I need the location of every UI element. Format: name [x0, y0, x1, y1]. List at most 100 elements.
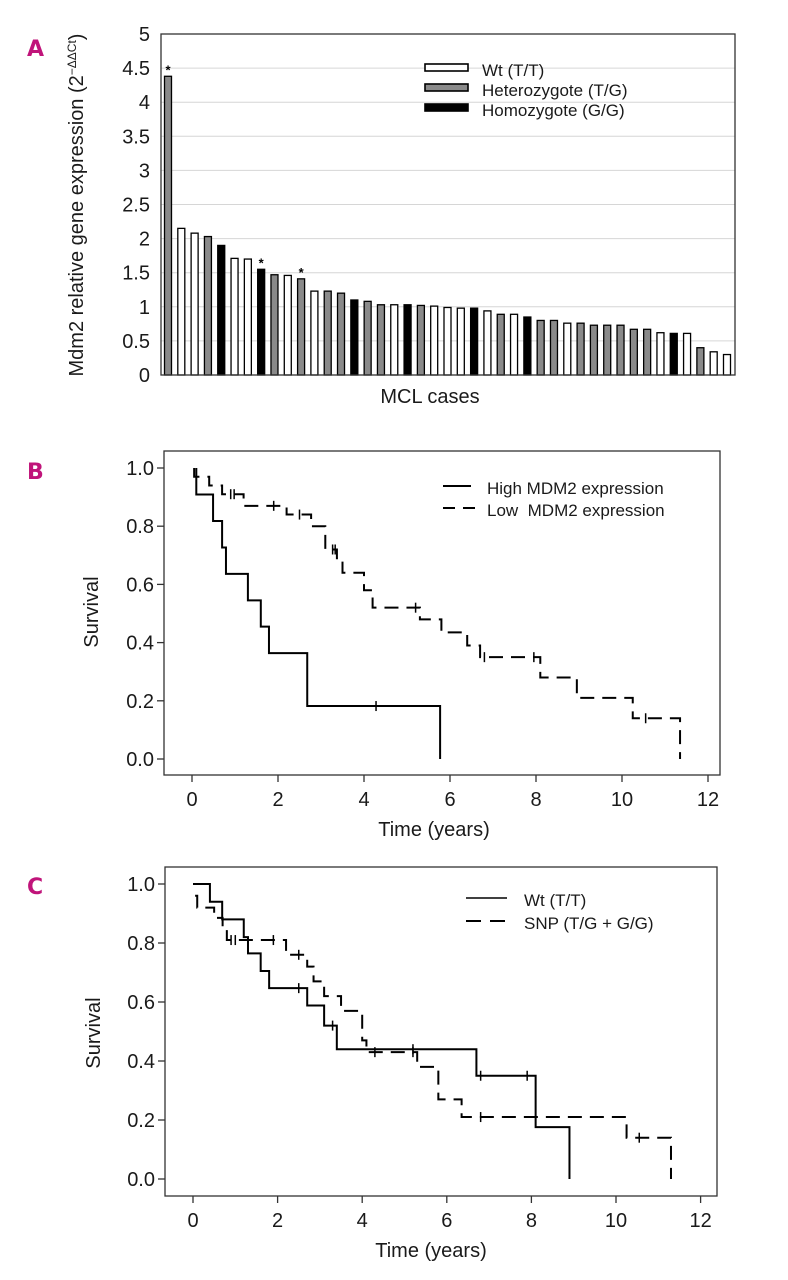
bar-het — [203, 235, 213, 376]
bar-het — [576, 322, 585, 376]
bar-wt — [230, 257, 239, 376]
survival-curve-solid — [193, 883, 571, 1179]
bar-het — [642, 328, 652, 376]
bar-wt — [243, 258, 253, 376]
plot-frame — [163, 450, 721, 776]
y-tick-label: 4.5 — [122, 58, 150, 80]
bar-het — [629, 328, 638, 376]
plot-frame — [164, 866, 718, 1197]
x-axis-title: Time (years) — [378, 819, 489, 841]
panel-label-a: A — [27, 37, 44, 62]
y-tick-label: 0.5 — [122, 331, 150, 353]
bar-wt — [310, 290, 319, 376]
panel-b: B 0 2 4 6 8 10 12 0.0 0.2 0.4 0.6 0.8 1.0 Survival T… — [27, 450, 721, 841]
bar-het — [616, 324, 625, 376]
legend-swatch-het — [424, 83, 469, 92]
significance-star: * — [165, 62, 171, 77]
y-axis-title: Survival — [83, 997, 105, 1068]
y-tick-label: 1.0 — [127, 874, 155, 896]
x-tick-label: 8 — [530, 789, 541, 811]
y-axis-title: Survival — [81, 576, 103, 647]
plot-frame — [160, 33, 736, 376]
y-tick-label: 0.2 — [126, 691, 154, 713]
y-tick-label: 1.5 — [122, 263, 150, 285]
bar-wt — [390, 304, 399, 376]
x-tick-label: 12 — [689, 1210, 711, 1232]
legend-label-wt: Wt (T/T) — [482, 61, 544, 80]
y-tick-label: 0.4 — [126, 633, 154, 655]
y-tick-label: 4 — [139, 92, 150, 114]
bar-hom — [403, 304, 412, 376]
survival-curves — [193, 883, 672, 1179]
x-tick-label: 2 — [272, 1210, 283, 1232]
y-tick-label: 0.2 — [127, 1110, 155, 1132]
panel-label-c: C — [27, 875, 43, 900]
y-tick-label: 0.4 — [127, 1051, 155, 1073]
y-axis-title: Mdm2 relative gene expression (2−ΔΔCt) — [65, 34, 88, 377]
bar-het — [296, 278, 306, 376]
bar-het — [336, 292, 346, 376]
y-tick-labels: 0 0.5 1 1.5 2 2.5 3 3.5 4 4.5 5 — [122, 24, 150, 387]
y-tick-label: 3 — [139, 160, 150, 182]
bar-het — [496, 313, 505, 376]
y-tick-label: 2.5 — [122, 195, 150, 217]
x-tick-label: 4 — [357, 1210, 368, 1232]
significance-star: * — [259, 255, 265, 270]
significance-star: * — [299, 265, 305, 280]
bar-wt — [722, 353, 732, 376]
survival-curve-dashed — [195, 894, 672, 1179]
bar-het — [163, 75, 173, 376]
y-tick-label: 0 — [139, 365, 150, 387]
y-tick-label: 0.8 — [126, 516, 154, 538]
y-tick-label: 0.6 — [126, 574, 154, 596]
x-axis-title: MCL cases — [380, 386, 479, 408]
survival-curves — [193, 468, 682, 759]
y-tick-label: 1.0 — [126, 458, 154, 480]
bar-het — [603, 324, 612, 376]
x-tick-label: 2 — [272, 789, 283, 811]
bar-het — [589, 324, 599, 376]
panel-a: A * * * 0 0.5 1 1.5 2 2.5 3 3.5 4 4.5 5 Mdm2 relativ… — [27, 24, 736, 408]
bar-het — [536, 319, 545, 376]
y-tick-label: 0.6 — [127, 992, 155, 1014]
legend-label-snp: SNP (T/G + G/G) — [524, 914, 654, 933]
y-tick-label: 3.5 — [122, 126, 150, 148]
bar-wt — [709, 351, 718, 376]
bars — [163, 75, 732, 376]
bar-hom — [217, 244, 226, 376]
y-tick-label: 0.8 — [127, 933, 155, 955]
x-tick-label: 10 — [611, 789, 633, 811]
legend-label-het: Heterozygote (T/G) — [482, 81, 628, 100]
x-tick-label: 10 — [605, 1210, 627, 1232]
bar-wt — [656, 332, 665, 376]
bar-wt — [190, 232, 199, 376]
bar-het — [696, 347, 705, 376]
legend-label-high: High MDM2 expression — [487, 479, 664, 498]
y-tick-label: 0.0 — [127, 1169, 155, 1191]
bar-hom — [469, 307, 479, 376]
survival-curve-dashed — [193, 468, 682, 759]
y-tick-label: 2 — [139, 229, 150, 251]
x-axis-title: Time (years) — [375, 1240, 486, 1262]
bar-hom — [523, 316, 532, 376]
legend-label-hom: Homozygote (G/G) — [482, 101, 625, 120]
panel-c: C 0 2 4 6 8 10 12 0.0 0.2 0.4 0.6 0.8 1.0 Survival T… — [27, 866, 718, 1262]
bar-wt — [283, 274, 292, 376]
x-tick-label: 0 — [186, 789, 197, 811]
survival-curve-solid — [195, 468, 442, 759]
x-tick-label: 8 — [526, 1210, 537, 1232]
bar-hom — [257, 268, 266, 376]
bar-wt — [443, 306, 452, 376]
bar-wt — [682, 332, 692, 376]
legend: Wt (T/T) SNP (T/G + G/G) — [466, 891, 654, 933]
legend-label-low: Low MDM2 expression — [487, 501, 665, 520]
bar-het — [323, 290, 332, 376]
bar-wt — [430, 305, 439, 376]
panel-label-b: B — [27, 460, 44, 485]
bar-het — [270, 274, 279, 376]
bar-het — [549, 319, 559, 376]
legend-label-wt: Wt (T/T) — [524, 891, 586, 910]
y-tick-label: 1 — [139, 297, 150, 319]
bar-wt — [456, 307, 465, 376]
